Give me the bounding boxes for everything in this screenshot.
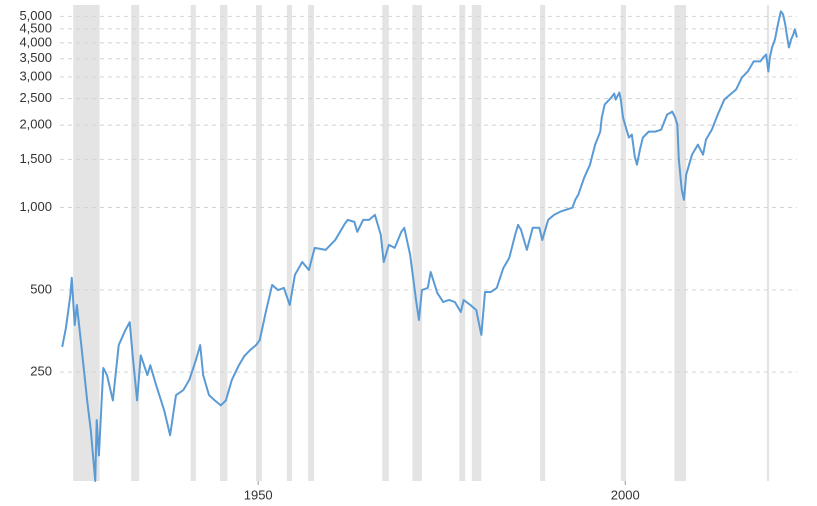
x-tick-label: 2000: [611, 487, 640, 502]
recession-band: [459, 5, 466, 481]
recession-band: [382, 5, 389, 481]
y-tick-label: 4,000: [19, 34, 52, 49]
recession-band: [471, 5, 482, 481]
recession-band: [73, 5, 100, 481]
x-tick-label: 1950: [244, 487, 273, 502]
recession-band: [674, 5, 687, 481]
recession-band: [540, 5, 546, 481]
recession-band: [308, 5, 314, 481]
y-tick-label: 5,000: [19, 8, 52, 23]
y-tick-label: 1,500: [19, 151, 52, 166]
y-tick-label: 3,500: [19, 50, 52, 65]
y-tick-label: 3,000: [19, 68, 52, 83]
recession-band: [131, 5, 140, 481]
recession-band: [220, 5, 228, 481]
y-tick-label: 2,500: [19, 90, 52, 105]
y-tick-label: 500: [30, 281, 52, 296]
recession-band: [620, 5, 626, 481]
price-line: [61, 10, 798, 482]
recession-band: [766, 5, 770, 481]
recession-band: [286, 5, 292, 481]
recession-band: [190, 5, 196, 481]
y-tick-label: 4,500: [19, 20, 52, 35]
recession-band: [412, 5, 422, 481]
y-tick-label: 2,000: [19, 117, 52, 132]
y-tick-label: 1,000: [19, 199, 52, 214]
y-tick-label: 250: [30, 364, 52, 379]
recession-band: [255, 5, 262, 481]
